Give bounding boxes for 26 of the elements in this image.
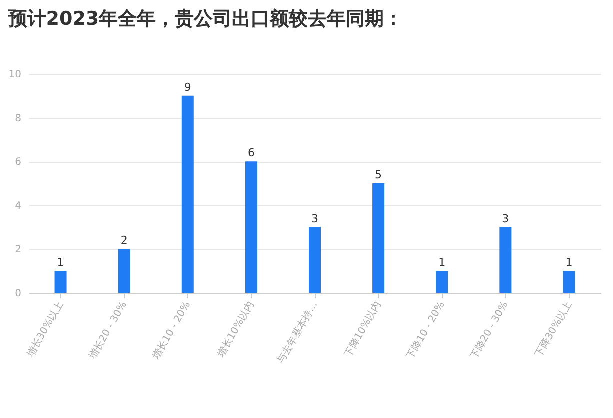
data-label: 3 [312,212,318,226]
bar [54,271,67,293]
bar [563,271,576,293]
bar [436,271,448,293]
y-tick-label: 4 [15,200,22,212]
data-label: 1 [438,256,446,270]
y-tick-label: 0 [15,288,22,300]
data-label: 5 [375,168,382,182]
bar [182,96,194,293]
y-tick-label: 10 [8,70,22,80]
bar [309,227,321,293]
bar [500,227,512,293]
bar [118,249,130,293]
y-tick-label: 6 [15,157,22,168]
data-label: 3 [502,212,510,226]
chart-title: 预计2023年全年，贵公司出口额较去年同期： [7,8,404,30]
y-tick-label: 2 [15,244,22,256]
data-label: 1 [57,256,64,270]
y-tick-label: 8 [15,113,22,124]
bar [372,184,385,293]
data-label: 1 [566,256,573,270]
data-label: 9 [184,80,192,94]
x-tick-label: 与去年基本持… [274,300,320,366]
data-label: 6 [248,146,255,160]
bar [245,162,258,293]
data-label: 2 [120,234,128,248]
